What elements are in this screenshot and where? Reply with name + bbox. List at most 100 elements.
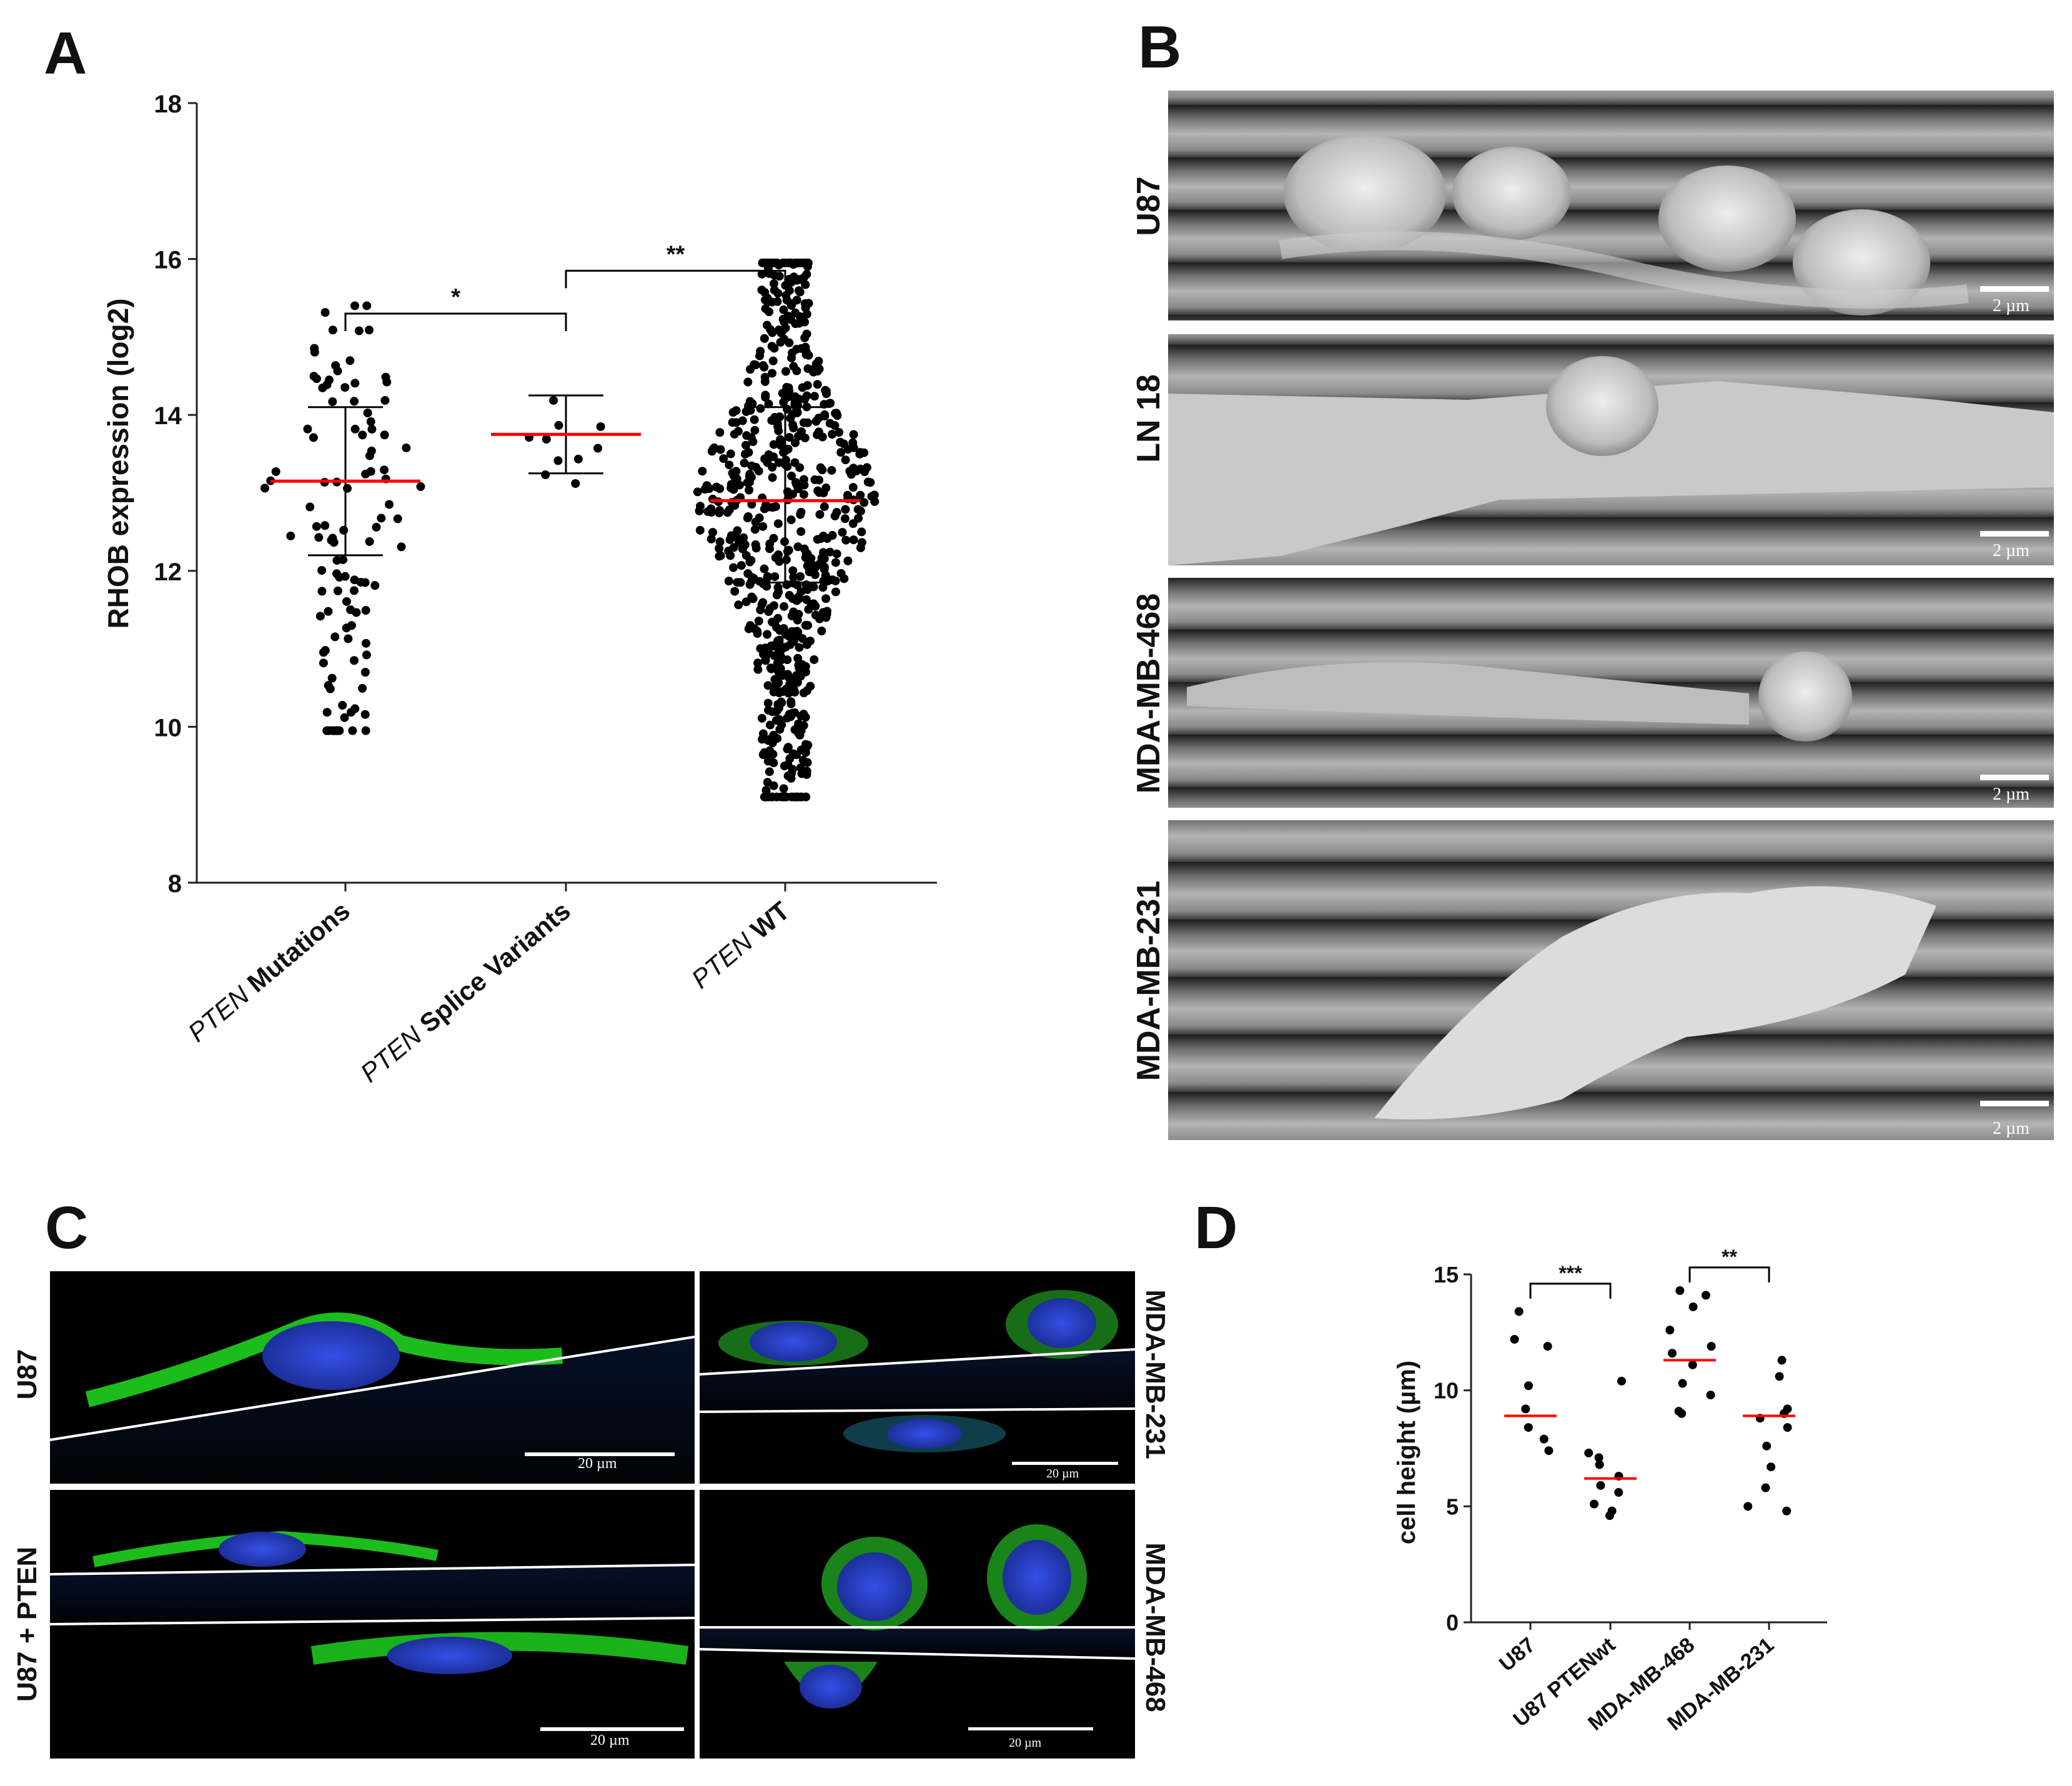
significance-bracket	[1529, 1282, 1612, 1299]
data-point	[361, 726, 370, 735]
data-point	[760, 377, 770, 386]
data-point	[788, 708, 797, 718]
data-point	[731, 467, 741, 476]
confocal-image-u87	[49, 1271, 695, 1484]
data-point	[310, 344, 319, 353]
data-point	[319, 658, 328, 668]
data-point	[813, 380, 822, 389]
data-point	[825, 547, 835, 557]
data-point	[758, 598, 768, 607]
data-point	[801, 792, 811, 801]
data-point	[775, 725, 785, 734]
data-point	[342, 484, 352, 493]
data-point	[724, 577, 733, 586]
data-point	[763, 681, 773, 690]
data-point	[753, 658, 763, 668]
data-point	[786, 414, 795, 423]
sem-image-mda-mb-231	[1168, 820, 2054, 1140]
y-tick-label: 16	[154, 247, 182, 274]
data-point	[693, 487, 702, 497]
data-point	[768, 463, 777, 472]
data-point	[377, 513, 386, 523]
confocal-image-mda-mb-231	[699, 1271, 1136, 1484]
data-point	[340, 713, 349, 722]
data-point	[756, 605, 765, 615]
data-point	[791, 478, 800, 487]
data-point	[738, 416, 747, 425]
data-point	[857, 538, 866, 547]
data-point	[342, 597, 351, 606]
data-point	[729, 563, 738, 572]
data-point	[757, 285, 766, 295]
data-point	[733, 526, 742, 535]
data-point	[763, 502, 773, 512]
data-point	[781, 630, 790, 639]
data-point	[774, 260, 783, 270]
data-point	[703, 507, 713, 516]
sem-image-u87	[1168, 91, 2054, 320]
data-point	[768, 356, 778, 365]
row-label-c-mda-mb-468: MDA-MB-468	[1140, 1542, 1171, 1712]
data-point	[733, 578, 742, 587]
data-point	[1762, 1441, 1772, 1451]
data-point	[855, 448, 865, 457]
data-point	[756, 347, 765, 356]
data-point	[760, 362, 769, 372]
data-point	[769, 730, 778, 740]
data-point	[862, 463, 871, 472]
data-point	[798, 634, 807, 643]
data-point	[758, 522, 768, 531]
data-point	[349, 656, 359, 665]
data-point	[380, 395, 390, 405]
x-tick-label: U87	[1495, 1633, 1540, 1676]
data-point	[794, 719, 803, 728]
row-label-c-mda-mb-231: MDA-MB-231	[1140, 1289, 1171, 1459]
data-point	[743, 512, 753, 521]
data-point	[708, 528, 718, 537]
panel-b-letter: B	[1138, 14, 1181, 81]
data-point	[805, 567, 814, 577]
data-point	[790, 392, 800, 402]
data-point	[372, 522, 381, 532]
data-point	[320, 308, 330, 317]
data-point	[711, 482, 721, 492]
row-label-u87: U87	[1131, 176, 1167, 236]
data-point	[831, 558, 840, 567]
data-point	[775, 557, 784, 566]
data-point	[757, 269, 766, 279]
data-point	[571, 479, 580, 489]
data-point	[815, 475, 824, 485]
data-point	[549, 395, 558, 405]
data-point	[764, 705, 773, 715]
data-point	[1544, 1446, 1554, 1456]
scale-label-u87-confocal: 20 µm	[578, 1456, 617, 1472]
significance-bracket	[565, 269, 786, 289]
data-point	[741, 551, 751, 560]
data-point	[765, 767, 774, 776]
data-point	[1707, 1342, 1716, 1351]
data-point	[787, 354, 796, 363]
data-point	[1701, 1291, 1710, 1300]
panel-a-letter: A	[44, 20, 87, 87]
data-point	[1677, 1409, 1687, 1418]
data-point	[770, 285, 779, 295]
data-point	[856, 464, 865, 474]
data-point	[751, 360, 760, 370]
data-point	[754, 617, 763, 626]
data-point	[766, 664, 776, 673]
data-point	[327, 673, 337, 683]
data-point	[789, 424, 798, 433]
data-point	[793, 258, 803, 267]
data-point	[1767, 1462, 1776, 1472]
data-point	[367, 446, 376, 455]
data-point	[796, 726, 806, 735]
scale-label-ln18: 2 µm	[1993, 541, 2030, 560]
data-point	[350, 397, 359, 406]
data-point	[715, 428, 725, 437]
data-point	[339, 525, 349, 535]
data-point	[769, 452, 778, 462]
data-point	[363, 408, 372, 417]
data-point	[747, 573, 756, 582]
data-point	[836, 448, 846, 457]
data-point	[827, 465, 836, 475]
